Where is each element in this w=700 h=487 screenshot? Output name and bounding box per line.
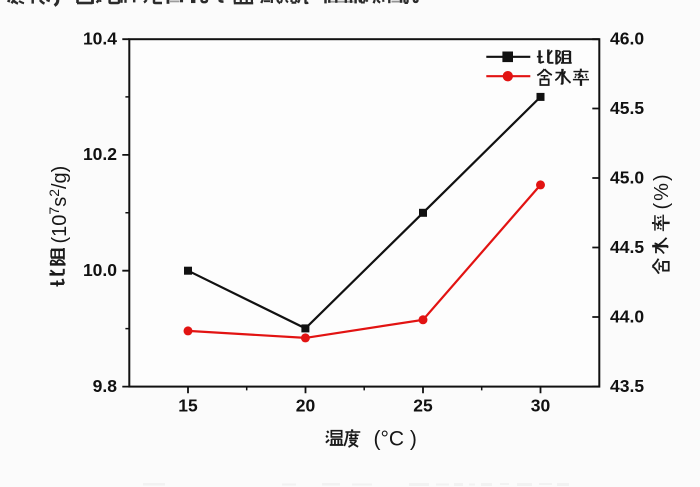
svg-text:46.0: 46.0: [610, 29, 644, 49]
svg-text:(%): (%): [651, 172, 673, 209]
svg-text:(°C ): (°C ): [374, 428, 417, 451]
svg-text:9.8: 9.8: [93, 376, 118, 396]
svg-text:45.0: 45.0: [610, 167, 644, 187]
svg-text:45.5: 45.5: [610, 98, 644, 118]
svg-text:30: 30: [531, 396, 551, 416]
svg-text:10.2: 10.2: [83, 144, 117, 164]
svg-text:44.0: 44.0: [610, 306, 644, 326]
svg-text:44.5: 44.5: [610, 237, 644, 257]
svg-text:43.5: 43.5: [610, 376, 644, 396]
svg-text:10.4: 10.4: [83, 29, 117, 49]
svg-text:(107s2/g): (107s2/g): [46, 166, 71, 244]
svg-text:15: 15: [178, 396, 198, 416]
svg-text:10.0: 10.0: [83, 260, 117, 280]
svg-text:20: 20: [296, 396, 316, 416]
svg-text:25: 25: [413, 396, 433, 416]
